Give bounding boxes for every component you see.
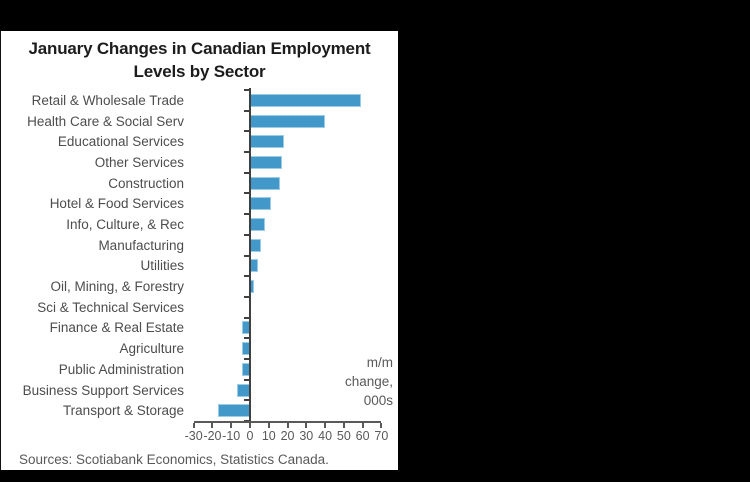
x-axis-tick	[249, 423, 251, 428]
axis-unit-line2: change,	[344, 374, 393, 389]
y-axis-tick	[244, 130, 249, 133]
y-axis-tick	[244, 295, 249, 298]
y-axis-tick	[244, 89, 249, 91]
x-axis-tick	[324, 423, 327, 428]
x-axis-tick	[211, 423, 214, 428]
bar	[250, 197, 271, 211]
x-axis-tick	[305, 423, 308, 428]
axis-unit-annotation: m/m change, 000s	[345, 353, 393, 410]
bar	[250, 135, 284, 149]
y-axis-tick	[244, 151, 249, 154]
x-axis-tick	[286, 423, 289, 428]
y-axis-tick	[244, 109, 249, 112]
x-tick-label: 20	[280, 429, 295, 443]
category-label: Finance & Real Estate	[49, 320, 184, 336]
bar	[218, 404, 250, 418]
x-tick-label: 10	[261, 429, 276, 443]
category-label: Retail & Wholesale Trade	[31, 92, 184, 108]
y-axis-tick	[244, 399, 249, 402]
x-axis-tick	[342, 423, 345, 428]
category-label: Business Support Services	[22, 382, 184, 398]
x-tick-label: -10	[222, 429, 241, 443]
x-tick-label: 0	[246, 429, 254, 443]
y-axis-tick	[244, 316, 249, 319]
x-tick-label: -30	[184, 429, 203, 443]
category-label: Agriculture	[119, 341, 184, 357]
category-label: Oil, Mining, & Forestry	[50, 279, 184, 295]
chart-title-line2: Levels by Sector	[133, 62, 266, 81]
x-tick-label: 40	[318, 429, 333, 443]
bar	[250, 259, 258, 273]
x-axis-tick	[361, 423, 364, 428]
category-label: Construction	[108, 175, 184, 191]
category-label: Health Care & Social Serv	[27, 113, 184, 129]
bar	[250, 93, 361, 107]
x-axis-tick	[380, 423, 383, 428]
x-tick-label: 60	[355, 429, 370, 443]
y-axis-tick	[244, 233, 249, 236]
category-label: Utilities	[140, 258, 184, 274]
category-label: Info, Culture, & Rec	[66, 216, 184, 232]
category-label: Educational Services	[57, 134, 184, 150]
y-axis-tick	[244, 192, 249, 195]
category-label: Transport & Storage	[62, 403, 184, 419]
chart-title-line1: January Changes in Canadian Employment	[28, 39, 371, 58]
chart-panel: January Changes in Canadian Employment L…	[0, 31, 398, 470]
axis-unit-line1: m/m	[366, 355, 393, 370]
category-label: Public Administration	[58, 361, 184, 377]
category-label: Manufacturing	[98, 237, 184, 253]
x-tick-label: 30	[299, 429, 314, 443]
bar	[250, 238, 262, 252]
bar	[250, 114, 326, 128]
y-axis-line	[249, 88, 251, 421]
y-axis-tick	[244, 275, 249, 278]
y-axis-tick	[244, 357, 249, 360]
x-axis-tick	[267, 423, 270, 428]
axis-unit-line3: 000s	[363, 393, 393, 408]
x-axis-line	[193, 421, 382, 423]
x-axis-tick	[230, 423, 233, 428]
bar	[250, 176, 281, 190]
category-label: Other Services	[94, 154, 184, 170]
source-note: Sources: Scotiabank Economics, Statistic…	[19, 452, 329, 467]
bar	[250, 217, 266, 231]
chart-title: January Changes in Canadian Employment L…	[1, 37, 398, 83]
y-axis-tick	[244, 171, 249, 174]
category-label: Hotel & Food Services	[49, 196, 184, 212]
x-tick-label: -20	[203, 429, 222, 443]
y-axis-tick	[244, 213, 249, 216]
y-axis-tick	[244, 337, 249, 340]
category-label: Sci & Technical Services	[37, 299, 184, 315]
plot-area: Retail & Wholesale Trade Health Care & So…	[1, 31, 398, 470]
bar	[250, 155, 282, 169]
x-tick-label: 50	[336, 429, 351, 443]
x-tick-label: 70	[374, 429, 389, 443]
y-axis-tick	[244, 378, 249, 381]
x-axis-tick	[192, 423, 195, 428]
y-axis-tick	[244, 254, 249, 257]
